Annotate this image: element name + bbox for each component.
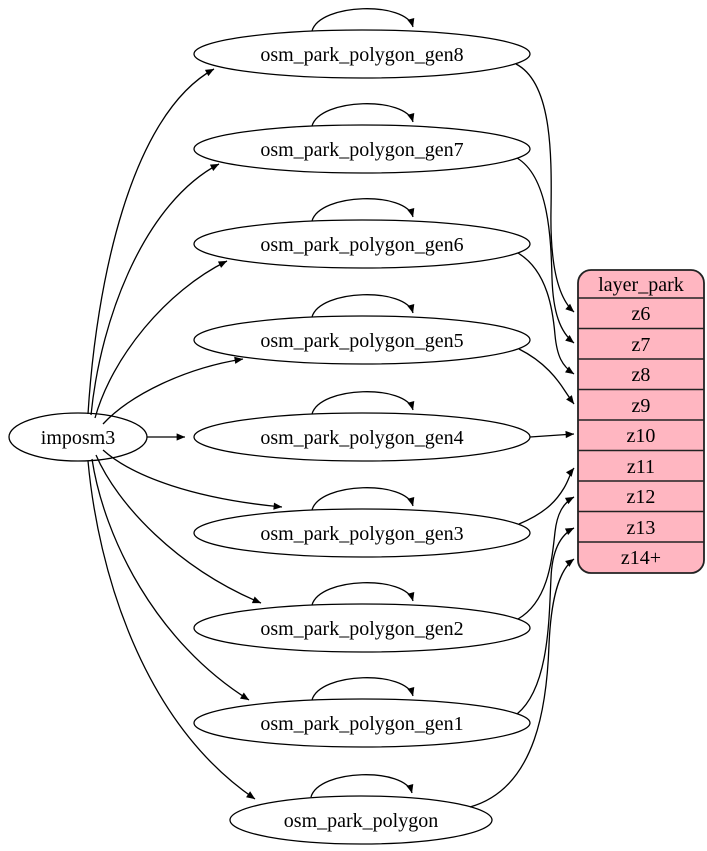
- polygon-label: osm_park_polygon: [284, 810, 438, 832]
- node-osm-park-polygon-gen7: osm_park_polygon_gen7: [193, 124, 531, 174]
- gen5-ellipse: [193, 315, 531, 365]
- self-loop-gen6: [311, 198, 415, 222]
- node-osm-park-polygon-gen8: osm_park_polygon_gen8: [193, 29, 531, 79]
- node-osm-park-polygon-gen5: osm_park_polygon_gen5: [193, 315, 531, 365]
- self-loop-gen7: [311, 103, 415, 127]
- layer-park-box: [577, 269, 705, 574]
- edge-imposm3-to-gen6: [94, 260, 228, 419]
- gen6-label: osm_park_polygon_gen6: [260, 234, 463, 256]
- zoom-row-z12: z12: [627, 486, 656, 508]
- zoom-row-z9: z9: [632, 395, 651, 417]
- gen5-label: osm_park_polygon_gen5: [260, 330, 463, 352]
- gen8-label: osm_park_polygon_gen8: [260, 44, 463, 66]
- edge-gen5-to-z9: [518, 348, 575, 405]
- node-osm-park-polygon-gen4: osm_park_polygon_gen4: [193, 412, 531, 462]
- edge-polygon-to-z14plus: [469, 558, 575, 808]
- self-loop-gen8: [311, 8, 415, 32]
- self-loop-gen3: [311, 487, 415, 511]
- node-osm-park-polygon-gen2: osm_park_polygon_gen2: [193, 603, 531, 653]
- node-osm-park-polygon: osm_park_polygon: [229, 795, 493, 845]
- gen2-label: osm_park_polygon_gen2: [260, 618, 463, 640]
- edge-gen1-to-z13: [516, 527, 575, 715]
- gen7-label: osm_park_polygon_gen7: [260, 139, 463, 161]
- edge-imposm3-to-gen3: [102, 449, 283, 510]
- edge-gen4-to-z10: [529, 430, 575, 439]
- gen7-ellipse: [193, 124, 531, 174]
- node-osm-park-polygon-gen3: osm_park_polygon_gen3: [193, 508, 531, 558]
- node-imposm3: imposm3: [8, 412, 148, 462]
- polygon-ellipse: [229, 795, 493, 845]
- zoom-row-z11: z11: [627, 456, 655, 478]
- edge-gen2-to-z12: [517, 496, 575, 620]
- zoom-row-z7: z7: [632, 334, 651, 356]
- self-loop-gen4: [311, 391, 415, 415]
- self-loop-gen5: [311, 294, 415, 318]
- node-osm-park-polygon-gen1: osm_park_polygon_gen1: [193, 698, 531, 748]
- edge-imposm3-to-gen8: [87, 68, 215, 415]
- edge-imposm3-to-gen5: [102, 356, 244, 425]
- edge-gen3-to-z11: [518, 467, 575, 525]
- gen2-ellipse: [193, 603, 531, 653]
- self-loop-polygon: [310, 774, 414, 798]
- edge-imposm3-to-gen2: [95, 454, 262, 604]
- gen6-ellipse: [193, 219, 531, 269]
- gen4-label: osm_park_polygon_gen4: [260, 427, 463, 449]
- zoom-row-z14plus: z14+: [621, 547, 661, 569]
- layer-park-table: layer_park z6 z7 z8 z9 z10 z11 z12 z13 z…: [577, 269, 705, 574]
- gen8-ellipse: [193, 29, 531, 79]
- zoom-row-z8: z8: [632, 364, 651, 386]
- self-loop-gen2: [311, 582, 415, 606]
- edge-imposm3-to-gen7: [90, 163, 220, 416]
- gen3-label: osm_park_polygon_gen3: [260, 523, 463, 545]
- edge-gen6-to-z8: [517, 252, 575, 375]
- gen3-ellipse: [193, 508, 531, 558]
- layer-park-title: layer_park: [598, 274, 684, 296]
- gen1-ellipse: [193, 698, 531, 748]
- zoom-row-z10: z10: [627, 425, 656, 447]
- imposm3-label: imposm3: [41, 427, 115, 449]
- edge-imposm3-to-polygon: [87, 460, 256, 800]
- zoom-row-z13: z13: [627, 517, 656, 539]
- edge-gen8-to-z6: [515, 63, 575, 313]
- zoom-row-z6: z6: [632, 303, 651, 325]
- edge-gen7-to-z7: [516, 157, 575, 344]
- gen1-label: osm_park_polygon_gen1: [260, 713, 463, 735]
- self-loop-gen1: [311, 677, 415, 701]
- node-osm-park-polygon-gen6: osm_park_polygon_gen6: [193, 219, 531, 269]
- edge-imposm3-to-gen1: [91, 458, 250, 701]
